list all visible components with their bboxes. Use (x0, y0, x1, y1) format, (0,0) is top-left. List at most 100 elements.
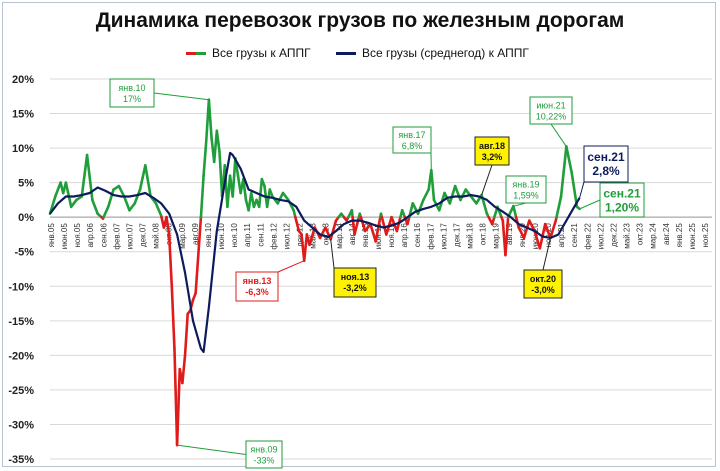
series-segment-monthly (517, 226, 526, 240)
x-tick-label: июн.15 (374, 223, 383, 250)
x-tick-label: июл.22 (596, 223, 605, 250)
y-tick-label: 5% (18, 178, 34, 190)
callout-label: сен.21 (603, 186, 641, 200)
callout-leader (481, 164, 493, 196)
series-segment-monthly (448, 184, 457, 205)
callout-box (235, 271, 279, 302)
series-segment-monthly (199, 174, 205, 219)
callout-leader (177, 444, 247, 455)
series-segment-monthly (215, 129, 221, 153)
x-tick-label: авг.14 (348, 223, 357, 245)
series-segment-monthly (183, 312, 189, 357)
x-tick-label: авг.19 (505, 223, 514, 245)
callout-label: окт.20 (530, 274, 556, 284)
series-segment-monthly (181, 354, 187, 385)
legend-item-series-2: Все грузы (среднегод) к АППГ (336, 46, 529, 60)
x-tick-label: фев.12 (269, 223, 278, 250)
series-segment-monthly (533, 229, 542, 250)
series-segment-monthly (559, 145, 568, 198)
callout-value: -3,0% (531, 285, 555, 295)
series-segment-monthly (144, 164, 152, 198)
x-tick-label: июл.12 (282, 223, 291, 250)
callout-leader (579, 181, 585, 198)
callout-box (333, 267, 377, 298)
series-segment-monthly (154, 202, 163, 218)
callout-leader (579, 199, 601, 210)
series-segment-monthly (80, 153, 89, 198)
y-tick-label: -20% (8, 350, 34, 362)
x-tick-label: апр.06 (86, 223, 95, 248)
series-segment-monthly (257, 177, 264, 209)
callout-leader (513, 202, 527, 207)
series-segment-monthly (202, 139, 208, 178)
y-tick-label: 15% (12, 109, 34, 121)
x-tick-label: ноя.25 (701, 223, 710, 248)
series-segment-monthly (359, 215, 367, 233)
series-segment-monthly (175, 367, 182, 447)
x-tick-label: авг.09 (191, 223, 200, 245)
series-segment-monthly (64, 181, 73, 209)
legend-label-series-1: Все грузы к АППГ (212, 46, 311, 60)
series-segment-monthly (512, 204, 518, 219)
callout-leader (550, 123, 567, 147)
series-segment-monthly (53, 181, 62, 198)
series-segment-monthly (453, 184, 462, 202)
y-tick-label: 20% (12, 74, 34, 86)
series-segment-monthly (565, 145, 573, 174)
callout-value: -3,2% (343, 283, 367, 293)
x-tick-label: сен.21 (570, 223, 579, 248)
callout-label: сен.21 (587, 150, 625, 164)
series-segment-monthly (329, 219, 338, 241)
callout-value: 2,8% (592, 164, 620, 178)
callout-value: -33% (253, 455, 274, 465)
series-segment-monthly (504, 215, 510, 257)
x-tick-label: янв.10 (204, 223, 213, 248)
x-tick-label: фев.22 (583, 223, 592, 250)
series-segment-monthly (106, 188, 115, 209)
callout-value: 1,59% (513, 190, 539, 200)
callout-box (523, 269, 563, 299)
series-segment-monthly (374, 215, 382, 243)
x-tick-label: окт.18 (479, 223, 488, 245)
y-tick-label: -25% (8, 385, 34, 397)
x-tick-label: июн.10 (217, 223, 226, 250)
series-segment-monthly (416, 198, 425, 216)
callout-label: янв.10 (118, 83, 145, 93)
callout-value: 6,8% (402, 141, 423, 151)
x-tick-label: апр.11 (243, 223, 252, 247)
callout-label: янв.09 (250, 444, 277, 454)
x-tick-label: дек.22 (609, 223, 618, 247)
callout-value: -6,3% (245, 287, 269, 297)
x-tick-label: ноя.10 (230, 223, 239, 248)
callout-leader (277, 260, 305, 273)
callout-box (109, 78, 155, 108)
callout-label: янв.19 (512, 179, 539, 189)
chart-title: Динамика перевозок грузов по железным до… (95, 9, 625, 32)
x-tick-label: фев.17 (426, 223, 435, 250)
y-tick-label: 10% (12, 143, 34, 155)
y-tick-label: -10% (8, 281, 34, 293)
series-segment-monthly (469, 195, 478, 205)
y-tick-label: 0% (18, 212, 34, 224)
series-segment-monthly (281, 191, 290, 202)
x-tick-label: сен.16 (413, 223, 422, 248)
series-segment-monthly (570, 170, 579, 209)
callout-label: июн.21 (536, 100, 565, 110)
series-segment-monthly (459, 188, 468, 202)
legend-swatch-series-1 (186, 51, 206, 55)
y-tick-label: -30% (8, 419, 34, 431)
callout-box (474, 136, 510, 166)
series-segment-monthly (242, 177, 248, 202)
x-tick-label: май.08 (152, 223, 161, 249)
x-tick-label: янв.15 (361, 223, 370, 248)
callout-box (529, 96, 573, 125)
x-tick-label: дек.12 (296, 223, 305, 247)
y-tick-label: -5% (14, 247, 34, 259)
series-segment-monthly (165, 215, 171, 236)
x-tick-label: окт.23 (636, 223, 645, 245)
x-tick-label: июл.07 (125, 223, 134, 250)
series-segment-monthly (231, 157, 237, 198)
legend-label-series-2: Все грузы (среднегод) к АППГ (362, 46, 529, 60)
series-segment-monthly (430, 168, 436, 202)
series-segment-monthly (543, 222, 552, 240)
